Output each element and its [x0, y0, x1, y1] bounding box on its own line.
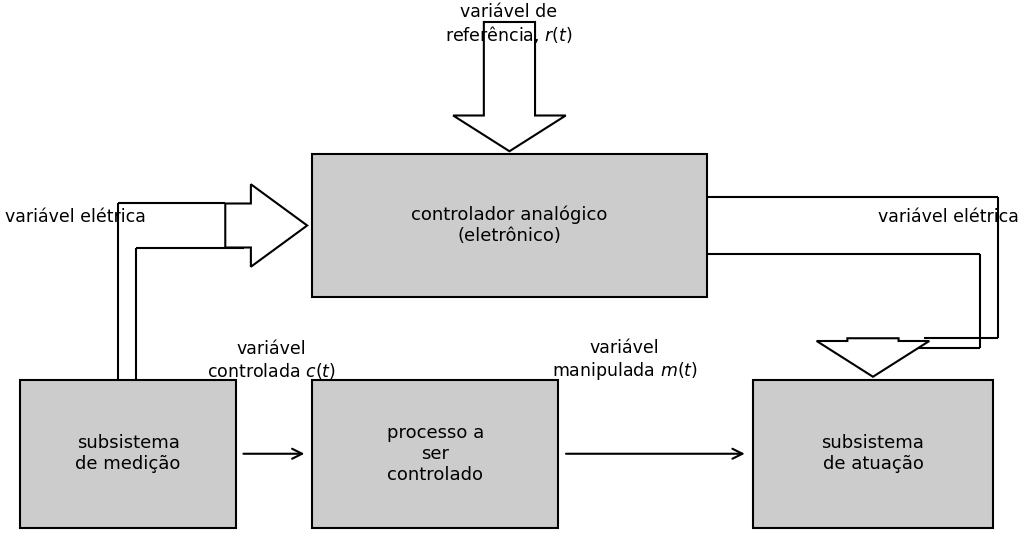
Text: processo a
ser
controlado: processo a ser controlado: [387, 424, 483, 483]
Polygon shape: [225, 184, 307, 267]
Text: variável elétrica: variável elétrica: [878, 208, 1019, 226]
Text: subsistema
de medição: subsistema de medição: [76, 434, 180, 473]
Bar: [312, 154, 707, 297]
Text: variável elétrica: variável elétrica: [5, 208, 146, 226]
Text: controlador analógico
(eletrônico): controlador analógico (eletrônico): [412, 206, 607, 245]
Polygon shape: [453, 22, 565, 151]
Bar: [312, 379, 558, 528]
Text: variável de
referência, $r(t)$: variável de referência, $r(t)$: [445, 3, 572, 45]
Text: variável
controlada $c(t)$: variável controlada $c(t)$: [207, 340, 336, 381]
Bar: [20, 379, 236, 528]
Polygon shape: [817, 338, 930, 377]
Text: subsistema
de atuação: subsistema de atuação: [821, 434, 925, 473]
Text: variável
manipulada $m(t)$: variável manipulada $m(t)$: [552, 339, 697, 382]
Bar: [753, 379, 993, 528]
